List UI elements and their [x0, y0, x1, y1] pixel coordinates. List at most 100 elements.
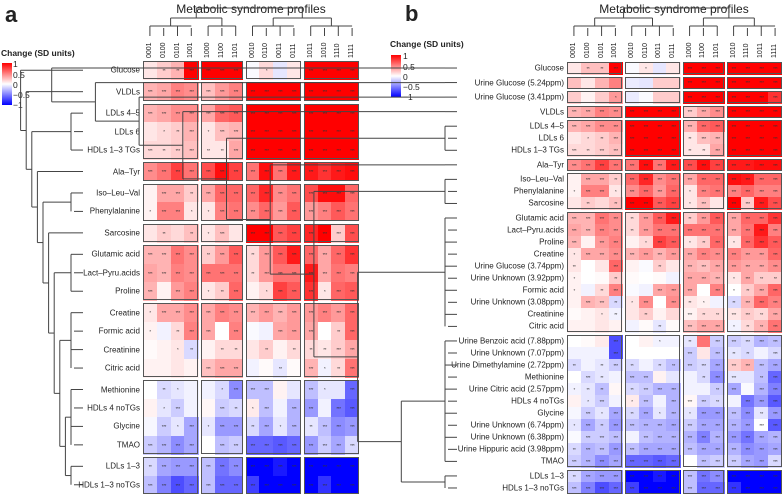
heatmap-cell: *** — [156, 475, 172, 495]
heatmap-cell: *** — [638, 481, 653, 495]
heatmap-cell — [594, 320, 609, 333]
heatmap-cell: *** — [303, 140, 319, 160]
heatmap-cell — [624, 334, 640, 348]
heatmap-cell: *** — [170, 457, 185, 477]
heatmap-cell — [740, 383, 755, 396]
heatmap-cell: *** — [682, 120, 697, 133]
heatmap-cell: * — [317, 380, 332, 400]
heatmap-cell: *** — [594, 144, 609, 157]
heatmap-cell: ** — [608, 173, 623, 186]
heatmap-cell — [710, 197, 725, 210]
heatmap-cell: *** — [726, 407, 741, 420]
heatmap-cell: *** — [156, 103, 172, 123]
heatmap-cell: *** — [710, 346, 725, 360]
heatmap-cell — [696, 334, 711, 348]
heatmap-cell: *** — [624, 158, 640, 172]
colorbar-tick: 1 — [13, 59, 18, 69]
heatmap-cell: *** — [608, 455, 623, 468]
heatmap-cell — [580, 308, 596, 321]
heatmap-cell: *** — [317, 417, 332, 437]
heatmap-cell: *** — [143, 103, 158, 123]
row-label: Citric acid — [104, 363, 140, 373]
heatmap-cell: *** — [666, 132, 681, 145]
heatmap-cell: *** — [682, 320, 697, 333]
heatmap-cell — [567, 91, 582, 104]
heatmap-cell: * — [624, 296, 640, 309]
row-label: Methionine — [100, 385, 140, 394]
heatmap-cell: *** — [608, 334, 623, 348]
heatmap-cell: *** — [768, 173, 783, 186]
heatmap-cell — [638, 346, 653, 360]
heatmap-cell — [143, 398, 158, 418]
heatmap-cell — [580, 272, 596, 285]
heatmap-cell: *** — [740, 105, 755, 119]
heatmap-cell — [638, 359, 653, 372]
heatmap-cell: ** — [303, 340, 319, 360]
heatmap-cell: ** — [331, 358, 346, 378]
heatmap-cell: *** — [754, 359, 769, 372]
heatmap-cell: *** — [594, 431, 609, 444]
row-label: Phenylalanine — [89, 206, 140, 216]
heatmap-cell: *** — [303, 122, 319, 142]
heatmap-cell: *** — [682, 481, 697, 495]
heatmap-cell — [273, 380, 288, 400]
heatmap-cell — [245, 61, 260, 80]
heatmap-cell: *** — [228, 162, 244, 182]
heatmap-cell: *** — [726, 334, 741, 348]
heatmap-cell — [666, 320, 681, 333]
heatmap-cell: *** — [726, 431, 741, 444]
heatmap-cell: *** — [696, 158, 711, 172]
heatmap-cell: *** — [768, 260, 783, 273]
heatmap-cell: *** — [696, 359, 711, 372]
heatmap-cell: *** — [608, 132, 623, 145]
heatmap-cell: *** — [754, 76, 769, 90]
heatmap-cell: *** — [170, 282, 185, 301]
heatmap-cell: *** — [215, 61, 230, 80]
heatmap-cell: ** — [317, 340, 332, 360]
heatmap-cell: *** — [580, 173, 596, 186]
heatmap-cell: *** — [608, 62, 623, 75]
heatmap-cell: *** — [696, 431, 711, 444]
heatmap-cell: * — [726, 284, 741, 297]
heatmap-cell: *** — [726, 455, 741, 468]
heatmap-cell — [624, 308, 640, 321]
heatmap-cell — [696, 346, 711, 360]
heatmap-cell: *** — [726, 248, 741, 261]
heatmap-cell: *** — [710, 91, 725, 104]
heatmap-cell: *** — [273, 435, 288, 455]
heatmap-cell: *** — [245, 435, 260, 455]
heatmap-cell: *** — [740, 296, 755, 309]
heatmap-cell: ** — [754, 407, 769, 420]
heatmap-cell: ** — [608, 296, 623, 309]
heatmap-cell: *** — [768, 62, 783, 75]
row-label: Sarcosine — [528, 198, 564, 208]
heatmap-cell: *** — [201, 475, 216, 495]
heatmap-cell: *** — [567, 144, 582, 157]
heatmap-cell: *** — [740, 132, 755, 145]
heatmap-cell: *** — [740, 431, 755, 444]
heatmap-cell: *** — [287, 475, 302, 495]
heatmap-cell — [580, 76, 596, 90]
heatmap-cell: *** — [638, 431, 653, 444]
heatmap-cell: ** — [228, 398, 244, 418]
heatmap-cell: *** — [580, 158, 596, 172]
heatmap-cell — [666, 308, 681, 321]
heatmap-cell: *** — [682, 346, 697, 360]
heatmap-cell — [201, 340, 216, 360]
heatmap-cell: *** — [594, 395, 609, 408]
heatmap-cell: *** — [287, 263, 302, 283]
heatmap-cell: *** — [710, 455, 725, 468]
heatmap-cell — [331, 380, 346, 400]
heatmap-cell: *** — [331, 122, 346, 142]
heatmap-cell: *** — [287, 282, 302, 301]
heatmap-cell: *** — [245, 475, 260, 495]
heatmap-cell: *** — [740, 76, 755, 90]
heatmap-cell: *** — [608, 481, 623, 495]
heatmap-cell — [682, 383, 697, 396]
heatmap-cell: *** — [710, 211, 725, 225]
heatmap-cell: *** — [287, 303, 302, 323]
heatmap-cell: *** — [215, 245, 230, 265]
heatmap-cell — [594, 334, 609, 348]
heatmap-cell: *** — [710, 132, 725, 145]
row-label: HDLs 1–3 noTGs — [502, 483, 564, 493]
